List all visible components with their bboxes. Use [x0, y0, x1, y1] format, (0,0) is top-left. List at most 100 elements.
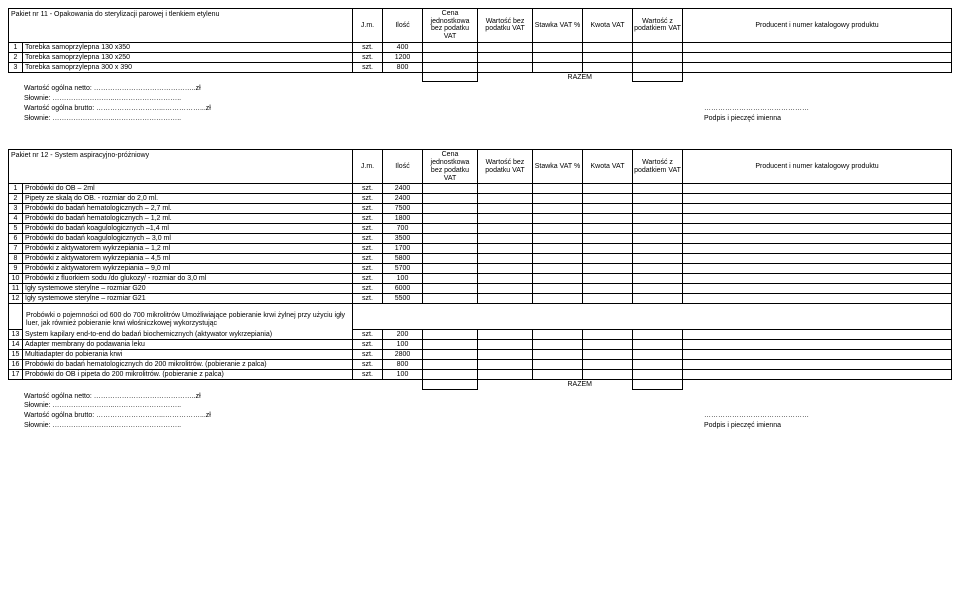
empty-cell [533, 204, 583, 214]
row-number: 4 [9, 214, 23, 224]
empty-cell [423, 294, 478, 304]
empty-cell [423, 184, 478, 194]
empty-cell [683, 42, 952, 52]
row-name: Probówki do OB i pipeta do 200 mikrolitr… [23, 370, 353, 380]
row-qty: 800 [383, 360, 423, 370]
hdr-kv: Kwota VAT [583, 150, 633, 184]
row-name: Probówki do badań koagulologicznych –1,4… [23, 224, 353, 234]
empty-cell [423, 370, 478, 380]
slownie-line2: Słownie: ……………………...……………………….. [24, 114, 384, 124]
empty-cell [478, 254, 533, 264]
empty-cell [683, 52, 952, 62]
hdr-jm: J.m. [353, 150, 383, 184]
row-name: Probówki do OB – 2ml [23, 184, 353, 194]
table-row: 2Torebka samoprzylepna 130 x250szt.1200 [9, 52, 952, 62]
table-pkg11: Pakiet nr 11 - Opakowania do sterylizacj… [8, 8, 952, 82]
row-qty: 800 [383, 62, 423, 72]
empty-cell [533, 330, 583, 340]
row-qty: 2800 [383, 350, 423, 360]
empty-cell [423, 194, 478, 204]
empty-cell [583, 254, 633, 264]
row-jm: szt. [353, 274, 383, 284]
empty-cell [533, 274, 583, 284]
hdr-wz: Wartość z podatkiem VAT [633, 9, 683, 43]
empty-cell [583, 244, 633, 254]
empty-cell [583, 224, 633, 234]
netto-line: Wartość ogólna netto: ……………………………………..zł [24, 392, 384, 402]
empty-cell [423, 360, 478, 370]
empty-cell [478, 284, 533, 294]
empty-cell [633, 360, 683, 370]
table-row: 16Probówki do badań hematologicznych do … [9, 360, 952, 370]
row-qty: 1200 [383, 52, 423, 62]
empty-cell [683, 234, 952, 244]
empty-cell [533, 284, 583, 294]
empty-cell [423, 274, 478, 284]
row-name: Torebka samoprzylepna 130 x250 [23, 52, 353, 62]
empty-cell [633, 254, 683, 264]
empty-cell [633, 274, 683, 284]
row-qty: 5500 [383, 294, 423, 304]
empty-cell [478, 42, 533, 52]
hdr-prod: Producent i numer katalogowy produktu [683, 9, 952, 43]
row-jm: szt. [353, 360, 383, 370]
row-qty: 5800 [383, 254, 423, 264]
row-name: System kapilary end-to-end do badań bioc… [23, 330, 353, 340]
empty-cell [423, 264, 478, 274]
row-jm: szt. [353, 62, 383, 72]
empty-cell [633, 184, 683, 194]
empty-cell [633, 350, 683, 360]
empty-cell [633, 234, 683, 244]
hdr-kv: Kwota VAT [583, 9, 633, 43]
empty-cell [478, 214, 533, 224]
row-name: Probówki do badań hematologicznych – 1,2… [23, 214, 353, 224]
empty-cell [683, 284, 952, 294]
empty-cell [583, 360, 633, 370]
empty-cell [478, 244, 533, 254]
empty-cell [533, 62, 583, 72]
table-row: 14Adapter membrany do podawania lekuszt.… [9, 340, 952, 350]
row-qty: 200 [383, 330, 423, 340]
empty-cell [633, 42, 683, 52]
empty-cell [533, 360, 583, 370]
empty-cell [583, 330, 633, 340]
row-number: 12 [9, 294, 23, 304]
row-name: Multiadapter do pobierania krwi [23, 350, 353, 360]
row-jm: szt. [353, 284, 383, 294]
row-jm: szt. [353, 350, 383, 360]
row-jm: szt. [353, 340, 383, 350]
row-number: 3 [9, 62, 23, 72]
table-row: 1Torebka samoprzylepna 130 x350szt.400 [9, 42, 952, 52]
row-name: Probówki do badań koagulologicznych – 3,… [23, 234, 353, 244]
row-qty: 100 [383, 340, 423, 350]
empty-cell [633, 284, 683, 294]
empty-cell [583, 274, 633, 284]
empty-cell [683, 294, 952, 304]
note-text: Probówki o pojemności od 600 do 700 mikr… [23, 304, 353, 330]
row-name: Probówki do badań hematologicznych – 2,7… [23, 204, 353, 214]
row-qty: 3500 [383, 234, 423, 244]
brutto-line: Wartość ogólna brutto: ………………………...……………… [24, 411, 384, 421]
empty-cell [478, 204, 533, 214]
empty-cell [633, 264, 683, 274]
row-name: Pipety ze skalą do OB. - rozmiar do 2,0 … [23, 194, 353, 204]
table-row: 15Multiadapter do pobierania krwiszt.280… [9, 350, 952, 360]
hdr-wz: Wartość z podatkiem VAT [633, 150, 683, 184]
empty-cell [478, 360, 533, 370]
table-row: 11Igły systemowe sterylne – rozmiar G20s… [9, 284, 952, 294]
row-number: 14 [9, 340, 23, 350]
row-jm: szt. [353, 42, 383, 52]
table-row: 10Probówki z fluorkiem sodu /do glukozy/… [9, 274, 952, 284]
empty-cell [533, 350, 583, 360]
hdr-prod: Producent i numer katalogowy produktu [683, 150, 952, 184]
row-jm: szt. [353, 214, 383, 224]
empty-cell [683, 224, 952, 234]
empty-cell [583, 294, 633, 304]
row-jm: szt. [353, 52, 383, 62]
row-number: 15 [9, 350, 23, 360]
row-name: Probówki do badań hematologicznych do 20… [23, 360, 353, 370]
row-name: Probówki z aktywatorem wykrzepiania – 9,… [23, 264, 353, 274]
table-row: 5Probówki do badań koagulologicznych –1,… [9, 224, 952, 234]
empty-cell [583, 52, 633, 62]
hdr-wb: Wartość bez podatku VAT [478, 150, 533, 184]
